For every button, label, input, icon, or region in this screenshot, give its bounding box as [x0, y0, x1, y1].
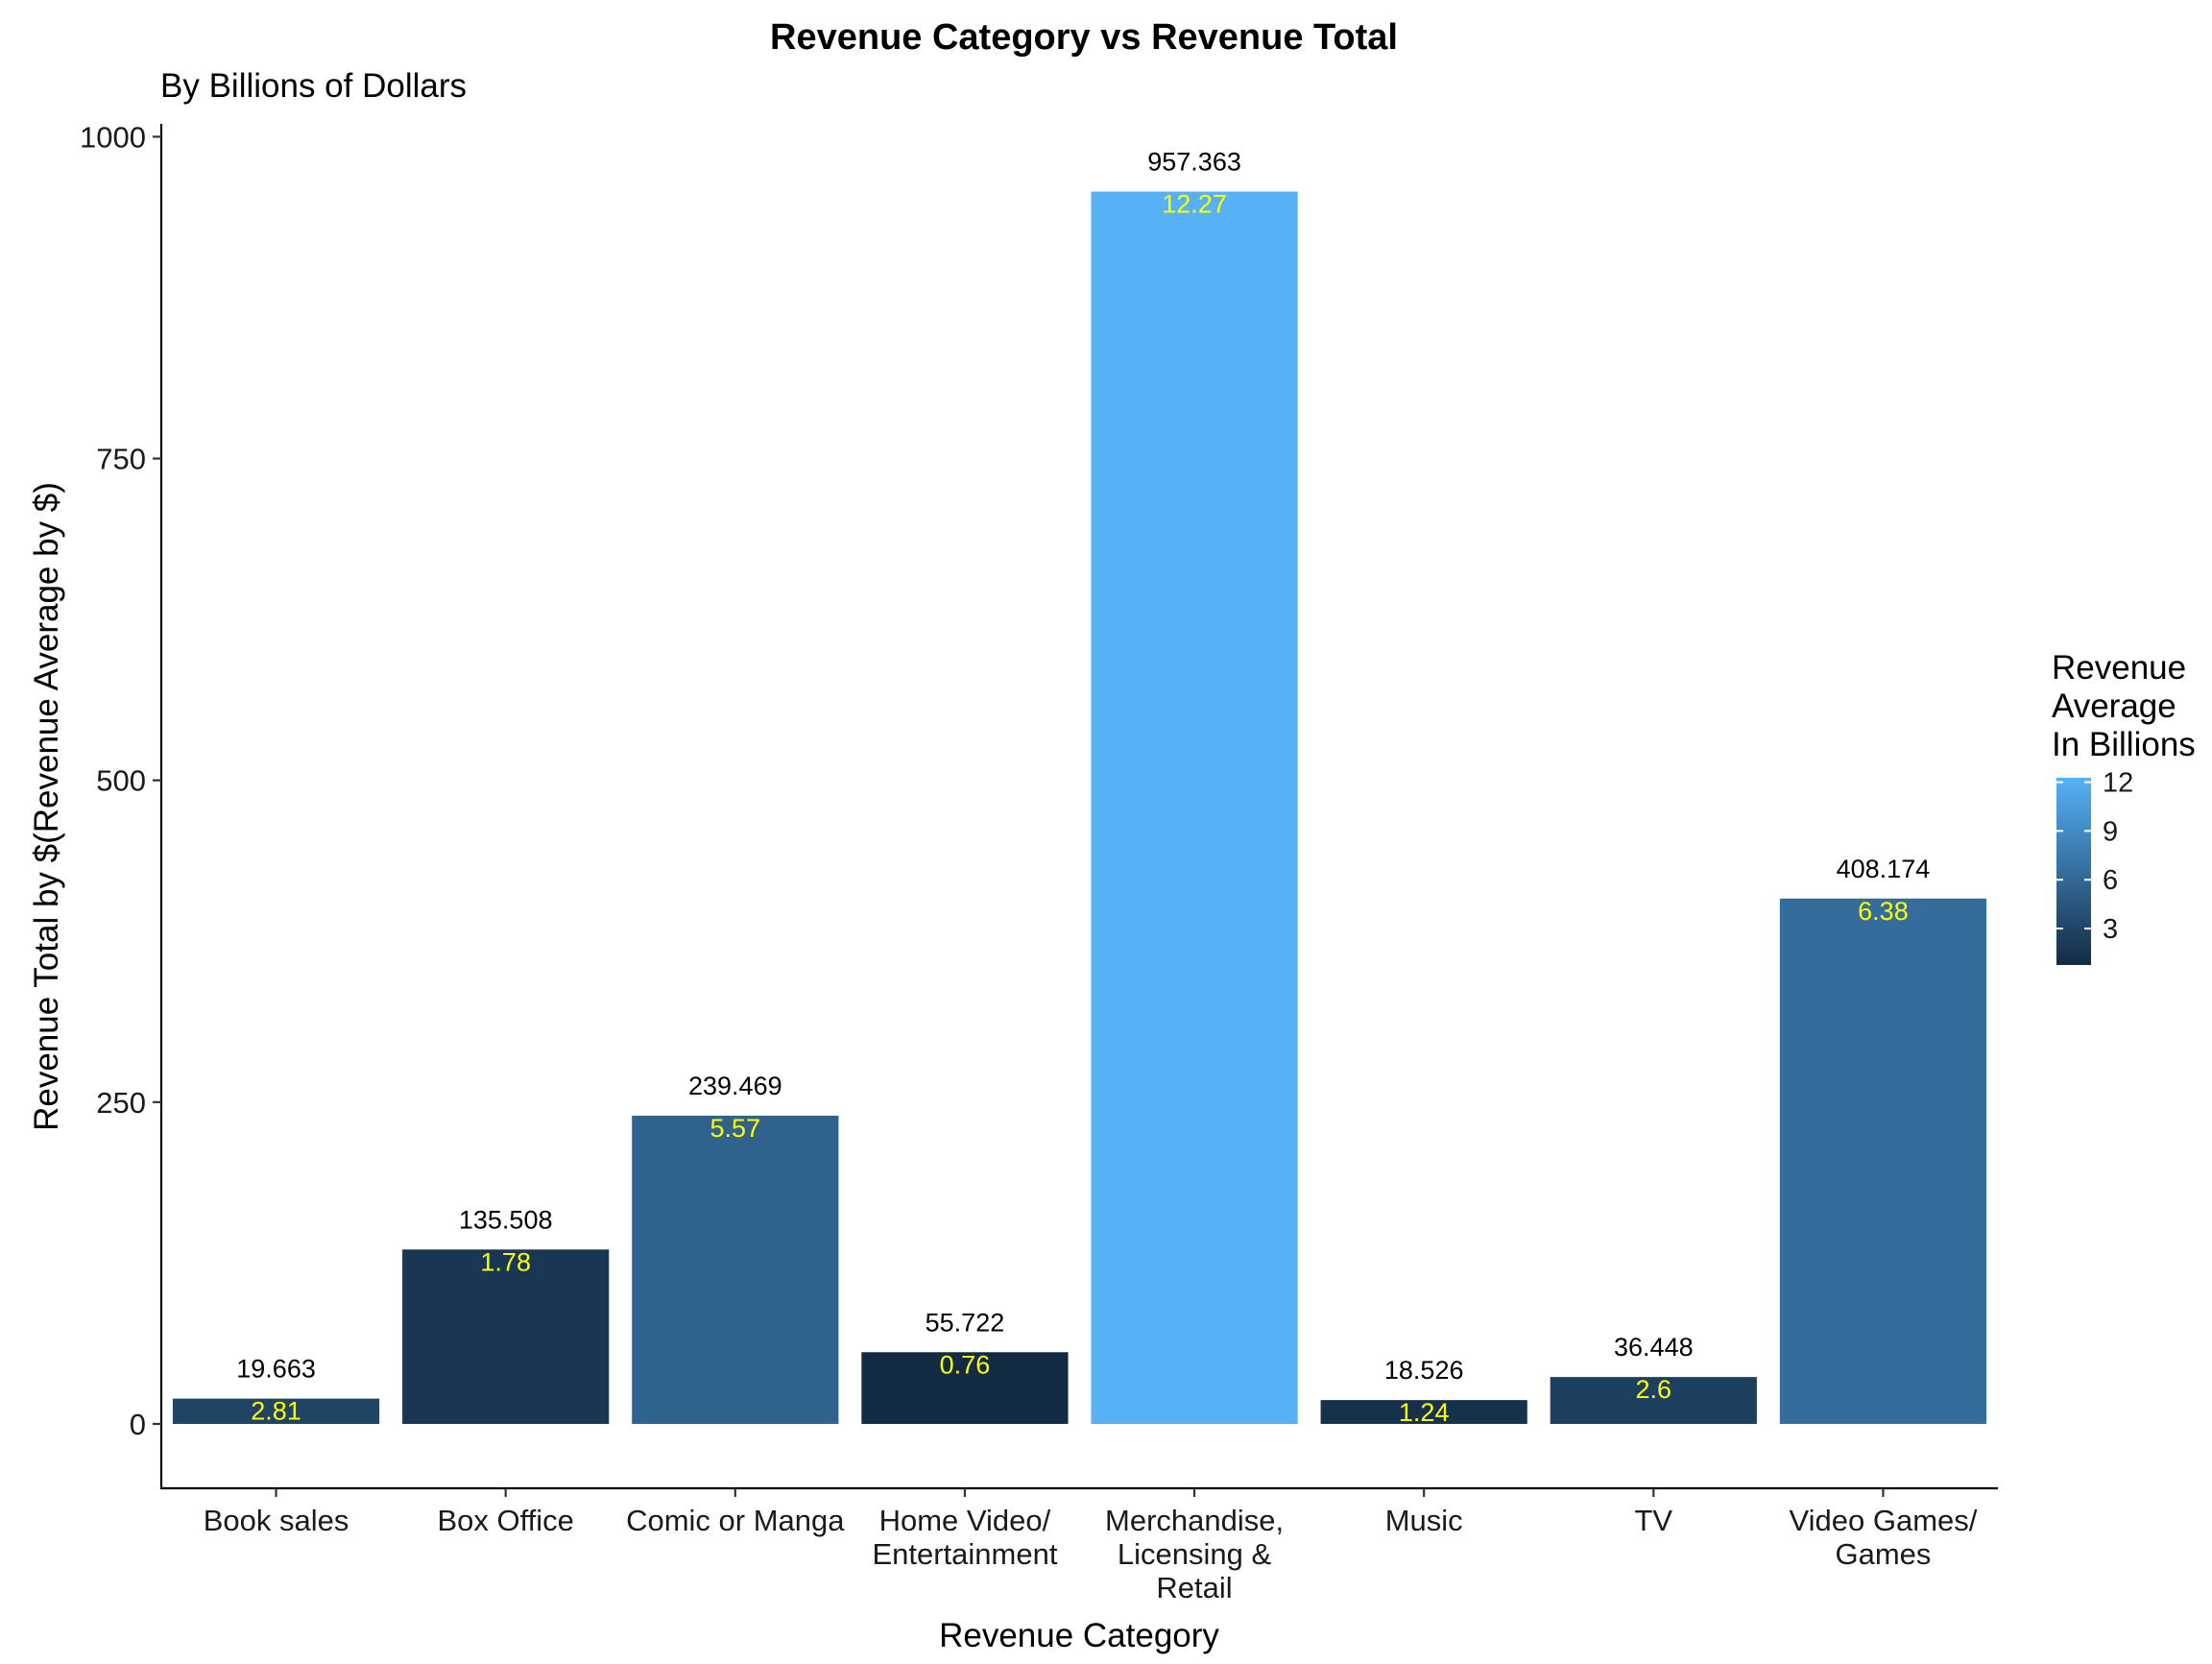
y-tick-label: 250 [96, 1086, 146, 1120]
bar-average-label: 0.76 [940, 1350, 991, 1379]
bar [861, 1352, 1069, 1424]
y-axis-title: Revenue Total by $(Revenue Average by $) [28, 482, 65, 1131]
bar-value-label: 957.363 [1147, 148, 1241, 177]
y-tick-label: 750 [96, 443, 146, 476]
bar-value-label: 18.526 [1384, 1356, 1464, 1385]
legend-ticks: 3 6 9 12 [2056, 768, 2133, 945]
bar-average-label: 1.24 [1399, 1398, 1450, 1427]
x-tick-label: Merchandise, Licensing & Retail [1105, 1504, 1284, 1604]
y-tick-label: 0 [130, 1408, 146, 1441]
legend-title: Revenue Average In Billions [2052, 649, 2196, 763]
legend-tick-label: 12 [2103, 768, 2133, 799]
x-tick-label: Book sales [204, 1504, 349, 1537]
legend-tick-label: 9 [2103, 816, 2118, 847]
bar-average-label: 12.27 [1162, 190, 1227, 219]
x-axis-title: Revenue Category [939, 1617, 1219, 1654]
bar-value-label: 408.174 [1837, 855, 1931, 883]
y-axis-ticks: 0 250 500 750 1000 [80, 120, 161, 1441]
bar-value-label: 36.448 [1614, 1333, 1694, 1362]
chart-title: Revenue Category vs Revenue Total [770, 17, 1398, 58]
chart-subtitle: By Billions of Dollars [160, 67, 467, 105]
x-tick-label: TV [1635, 1504, 1673, 1537]
bar-average-label: 2.6 [1636, 1375, 1672, 1404]
bar [1091, 191, 1298, 1424]
bar-value-label: 19.663 [236, 1355, 316, 1384]
y-tick-label: 1000 [80, 120, 146, 154]
x-tick-label: Box Office [437, 1504, 573, 1537]
bar-average-label: 2.81 [251, 1397, 301, 1426]
bar-value-label: 135.508 [459, 1205, 553, 1234]
legend: Revenue Average In Billions 3 6 9 12 [2052, 649, 2196, 965]
x-tick-label: Comic or Manga [626, 1504, 845, 1537]
legend-tick-label: 3 [2103, 914, 2118, 945]
data-labels-layer: 19.663 2.81 135.508 1.78 239.469 5.57 55.722 0.… [236, 148, 1930, 1428]
bar [1779, 898, 1987, 1424]
bar [632, 1115, 839, 1424]
bar-average-label: 5.57 [710, 1114, 761, 1143]
bar-average-label: 6.38 [1858, 897, 1909, 926]
legend-tick-label: 6 [2103, 865, 2118, 896]
bar-value-label: 55.722 [926, 1308, 1005, 1337]
x-tick-label: Video Games/Games [1790, 1504, 1978, 1571]
bar [402, 1249, 610, 1424]
y-tick-label: 500 [96, 764, 146, 798]
x-tick-label: Music [1385, 1504, 1463, 1537]
bar [1550, 1377, 1757, 1424]
bar [172, 1398, 380, 1424]
x-axis-ticks: Book sales Box Office Comic or Manga Home V… [204, 1488, 1978, 1604]
x-tick-label: Home Video/Entertainment [872, 1504, 1057, 1571]
legend-colorbar [2056, 778, 2091, 965]
bar [1320, 1400, 1527, 1424]
bar-value-label: 239.469 [688, 1072, 782, 1100]
bars-layer [172, 191, 1987, 1424]
bar-average-label: 1.78 [480, 1247, 531, 1276]
